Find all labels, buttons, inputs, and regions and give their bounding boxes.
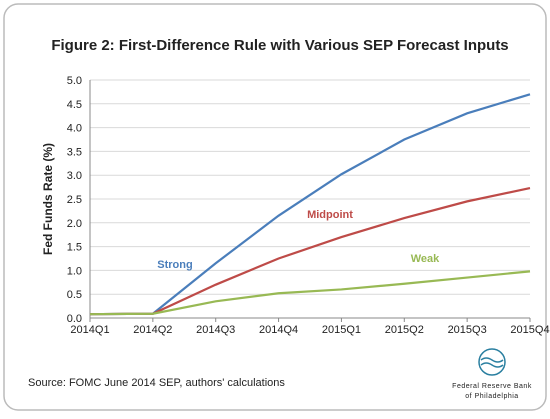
series-line	[89, 270, 531, 316]
x-tick-label: 2014Q3	[196, 324, 235, 336]
y-tick-label: 4.0	[67, 123, 82, 135]
y-tick-label: 5.0	[67, 75, 82, 87]
x-tick-label: 2015Q4	[510, 324, 549, 336]
logo: Federal Reserve Bank of Philadelphia	[452, 348, 532, 400]
x-tick-label: 2014Q1	[70, 324, 109, 336]
y-tick-label: 0.0	[67, 313, 82, 325]
y-axis-label: Fed Funds Rate (%)	[41, 143, 55, 255]
series-label: Strong	[157, 259, 192, 271]
chart-frame	[3, 3, 547, 411]
y-tick-label: 1.0	[67, 265, 82, 277]
x-tick-label: 2014Q4	[259, 324, 298, 336]
y-tick-label: 4.5	[67, 99, 82, 111]
x-tick-label: 2015Q1	[322, 324, 361, 336]
logo-waves	[480, 357, 504, 368]
chart-title: Figure 2: First-Difference Rule with Var…	[51, 37, 508, 54]
logo-text: Federal Reserve Bank	[452, 383, 532, 390]
y-tick-label: 1.5	[67, 242, 82, 254]
series-label: Weak	[411, 253, 440, 265]
y-tick-label: 3.0	[67, 170, 82, 182]
x-tick-label: 2015Q2	[385, 324, 424, 336]
logo-text: of Philadelphia	[465, 393, 518, 400]
logo-circle	[478, 348, 506, 376]
source-note: Source: FOMC June 2014 SEP, authors' cal…	[28, 377, 285, 389]
x-tick-label: 2014Q2	[133, 324, 172, 336]
x-tick-label: 2015Q3	[448, 324, 487, 336]
series-label: Midpoint	[307, 209, 353, 221]
y-tick-label: 2.0	[67, 218, 82, 230]
y-tick-label: 3.5	[67, 146, 82, 158]
series-line	[89, 93, 531, 316]
y-tick-label: 2.5	[67, 194, 82, 206]
y-tick-label: 0.5	[67, 289, 82, 301]
series-line	[89, 186, 531, 316]
